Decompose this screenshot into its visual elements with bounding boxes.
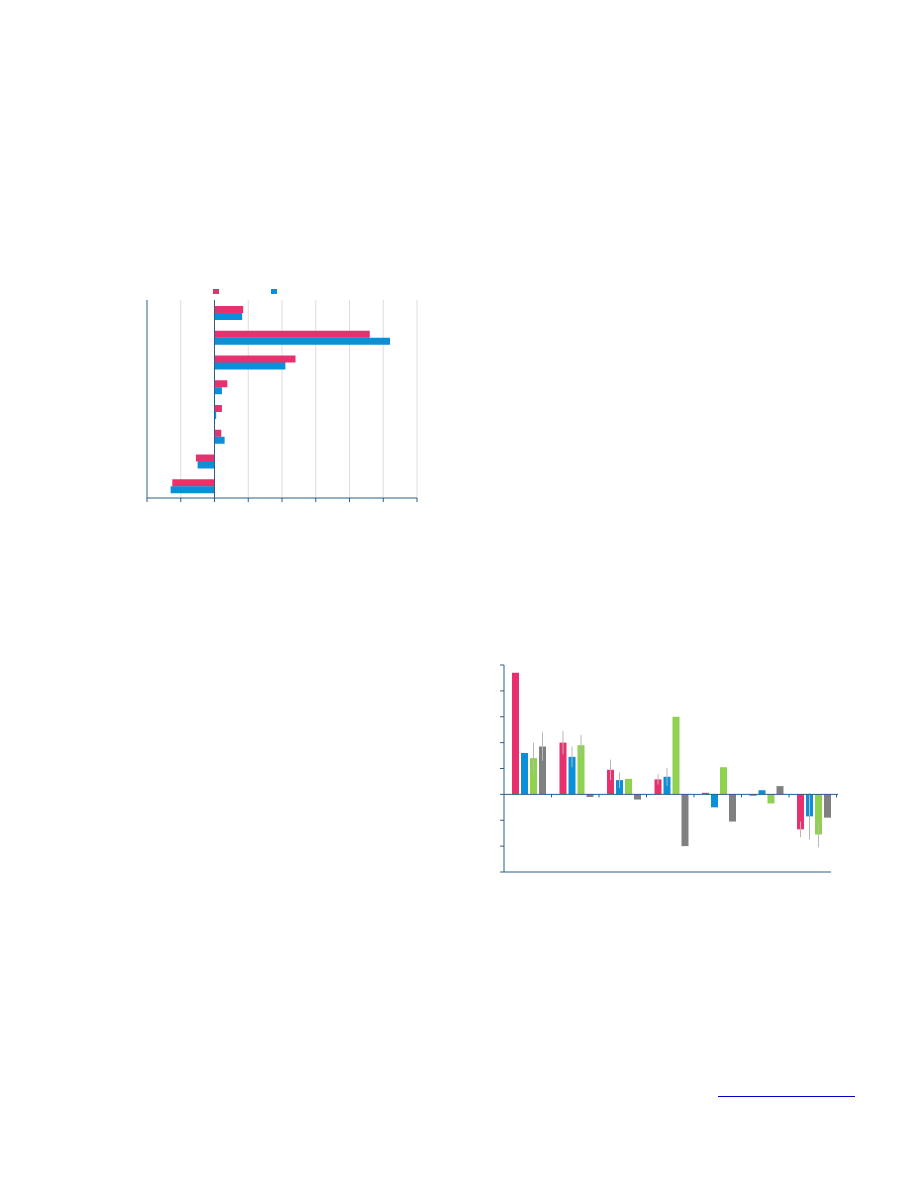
bar-pink <box>214 429 222 437</box>
bar-green <box>577 745 585 795</box>
bar-pink <box>214 380 228 388</box>
bar-pink <box>749 794 757 796</box>
legend-swatch-pink <box>213 289 219 294</box>
vertical-bar-chart <box>500 664 838 873</box>
bar-gray <box>729 794 736 822</box>
bar-blue <box>521 752 528 795</box>
bar-green <box>625 778 632 795</box>
bar-gray <box>776 786 784 795</box>
footer-link-underline[interactable] <box>718 1096 855 1097</box>
bar-blue <box>758 790 766 795</box>
bar-blue <box>214 387 222 395</box>
bar-pink <box>214 405 222 412</box>
bar-blue <box>214 436 225 444</box>
bar-blue <box>568 756 576 795</box>
bar-pink <box>797 794 804 830</box>
bar-pink <box>702 792 709 795</box>
bar-blue <box>214 337 390 345</box>
bar-gray <box>634 794 641 800</box>
bar-green <box>767 794 775 804</box>
bar-gray <box>681 794 689 847</box>
bar-green <box>530 758 537 795</box>
bar-pink <box>214 355 296 363</box>
bar-gray <box>824 794 831 818</box>
bar-blue <box>214 313 243 320</box>
bar-blue <box>214 412 217 419</box>
bar-pink <box>512 672 519 795</box>
legend-swatch-blue <box>271 289 277 294</box>
bar-pink <box>214 306 244 313</box>
bar-pink <box>654 779 662 795</box>
bar-green <box>720 767 727 795</box>
bar-pink <box>607 769 614 795</box>
bar-pink <box>559 742 567 795</box>
bar-gray <box>539 746 546 795</box>
bar-blue <box>214 362 286 370</box>
bar-green <box>815 794 822 835</box>
bar-pink <box>195 454 215 462</box>
bar-blue <box>711 794 718 808</box>
bar-gray <box>586 794 594 797</box>
bar-pink <box>214 330 370 338</box>
horizontal-bar-chart <box>146 289 418 502</box>
bar-pink <box>172 479 215 487</box>
bar-green <box>672 716 680 795</box>
bar-blue <box>197 461 215 469</box>
bar-blue <box>170 486 215 494</box>
